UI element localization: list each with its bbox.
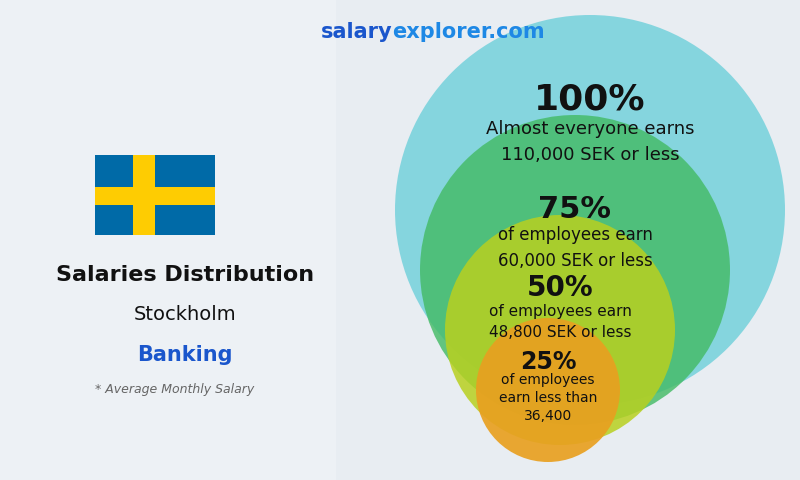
FancyBboxPatch shape	[95, 155, 215, 235]
Text: of employees earn
60,000 SEK or less: of employees earn 60,000 SEK or less	[498, 227, 653, 269]
Text: Almost everyone earns
110,000 SEK or less: Almost everyone earns 110,000 SEK or les…	[486, 120, 694, 164]
Text: Banking: Banking	[138, 345, 233, 365]
Text: 100%: 100%	[534, 83, 646, 117]
Text: of employees earn
48,800 SEK or less: of employees earn 48,800 SEK or less	[489, 304, 631, 340]
Text: explorer.com: explorer.com	[392, 22, 545, 42]
FancyBboxPatch shape	[95, 187, 215, 204]
Text: * Average Monthly Salary: * Average Monthly Salary	[95, 384, 254, 396]
FancyBboxPatch shape	[134, 155, 155, 235]
Circle shape	[420, 115, 730, 425]
Circle shape	[476, 318, 620, 462]
Text: Stockholm: Stockholm	[134, 305, 236, 324]
Text: 25%: 25%	[520, 350, 576, 374]
FancyBboxPatch shape	[0, 0, 336, 480]
Circle shape	[445, 215, 675, 445]
Text: 50%: 50%	[526, 274, 594, 302]
Text: Salaries Distribution: Salaries Distribution	[56, 265, 314, 285]
Text: of employees
earn less than
36,400: of employees earn less than 36,400	[499, 372, 597, 423]
Text: 75%: 75%	[538, 195, 611, 225]
Text: salary: salary	[320, 22, 392, 42]
Circle shape	[395, 15, 785, 405]
